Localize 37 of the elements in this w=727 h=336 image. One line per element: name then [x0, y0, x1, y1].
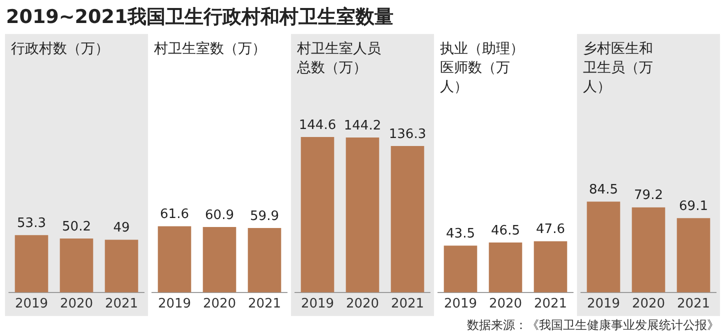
x-tick-label: 2019: [444, 296, 478, 312]
x-tick-label: 2021: [248, 296, 282, 312]
x-tick-label: 2020: [488, 296, 522, 312]
data-label: 53.3: [17, 216, 46, 232]
x-tick-label: 2020: [60, 296, 94, 312]
data-label: 79.2: [634, 188, 663, 204]
data-label: 144.6: [298, 118, 336, 133]
x-tick-label: 2019: [586, 296, 620, 312]
text: 2019~2021我国卫生行政村和村卫生室数量: [6, 5, 394, 30]
data-label: 47.6: [536, 222, 565, 238]
data-label: 61.6: [160, 207, 189, 222]
data-label: 43.5: [446, 226, 475, 242]
chart-title: 乡村医生和卫生员（万人）: [583, 40, 654, 97]
x-tick-label: 2021: [390, 296, 424, 312]
x-tick-label: 2021: [676, 296, 710, 312]
chart-title: 执业（助理）医师数（万人）: [440, 40, 525, 97]
data-label: 60.9: [205, 208, 234, 223]
data-label: 49: [113, 220, 130, 236]
x-tick-label: 2019: [158, 296, 192, 312]
x-tick-label: 2019: [14, 296, 48, 312]
data-label: 69.1: [679, 199, 708, 214]
source-note: 数据来源：《我国卫生健康事业发展统计公报》: [467, 317, 719, 334]
data-label: 50.2: [62, 219, 91, 234]
x-tick-label: 2020: [632, 296, 666, 312]
data-label: 46.5: [491, 223, 520, 238]
data-label: 84.5: [589, 182, 618, 198]
x-tick-label: 2020: [346, 296, 380, 312]
chart-title: 村卫生室数（万）: [154, 40, 266, 59]
x-tick-label: 2021: [104, 296, 138, 312]
data-label: 136.3: [388, 126, 426, 142]
chart-title: 行政村数（万）: [11, 40, 109, 59]
chart-title: 村卫生室人员总数（万）: [297, 40, 382, 78]
x-tick-label: 2021: [534, 296, 568, 312]
data-label: 59.9: [250, 208, 279, 224]
x-tick-label: 2020: [202, 296, 236, 312]
x-tick-label: 2019: [300, 296, 334, 312]
data-label: 144.2: [344, 118, 382, 134]
